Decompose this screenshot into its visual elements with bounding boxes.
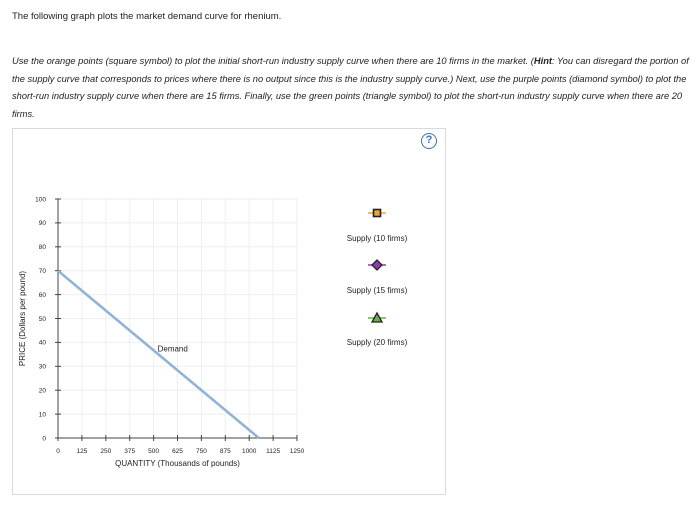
y-tick-label: 0: [42, 435, 46, 442]
x-tick-label: 0: [56, 448, 60, 455]
demand-label: Demand: [158, 344, 188, 353]
y-tick-label: 50: [39, 316, 47, 323]
demand-curve[interactable]: [57, 269, 260, 439]
instructions-part2: : You can disregard the portion of the s…: [12, 56, 689, 119]
x-tick-label: 375: [124, 448, 135, 455]
x-tick-label: 125: [76, 448, 87, 455]
legend-label: Supply (10 firms): [347, 234, 408, 243]
x-tick-label: 1250: [290, 448, 305, 455]
y-axis-title: PRICE (Dollars per pound): [18, 271, 27, 366]
x-tick-label: 500: [148, 448, 159, 455]
square-marker-icon[interactable]: [372, 208, 382, 218]
x-tick-label: 250: [100, 448, 111, 455]
y-tick-label: 40: [39, 340, 47, 347]
diamond-marker-icon[interactable]: [371, 259, 383, 271]
y-tick-label: 30: [39, 364, 47, 371]
x-tick-label: 750: [196, 448, 207, 455]
graph-panel: [12, 128, 446, 495]
x-axis-title: QUANTITY (Thousands of pounds): [115, 459, 240, 468]
intro-text: The following graph plots the market dem…: [12, 11, 282, 22]
x-tick-label: 875: [220, 448, 231, 455]
y-tick-label: 80: [39, 244, 47, 251]
y-tick-label: 60: [39, 292, 47, 299]
instructions-part1: Use the orange points (square symbol) to…: [12, 56, 534, 66]
legend-label: Supply (20 firms): [347, 338, 408, 347]
x-tick-label: 1000: [242, 448, 257, 455]
hint-label: Hint: [533, 56, 552, 66]
y-tick-label: 10: [39, 411, 47, 418]
y-tick-label: 70: [39, 268, 47, 275]
y-tick-label: 90: [39, 220, 47, 227]
legend-label: Supply (15 firms): [347, 286, 408, 295]
triangle-marker-icon[interactable]: [370, 311, 384, 323]
y-tick-label: 100: [35, 196, 46, 203]
y-tick-label: 20: [39, 388, 47, 395]
x-tick-label: 625: [172, 448, 183, 455]
x-tick-label: 1125: [266, 448, 280, 455]
help-icon[interactable]: ?: [421, 133, 437, 149]
instructions-text: Use the orange points (square symbol) to…: [12, 53, 696, 123]
